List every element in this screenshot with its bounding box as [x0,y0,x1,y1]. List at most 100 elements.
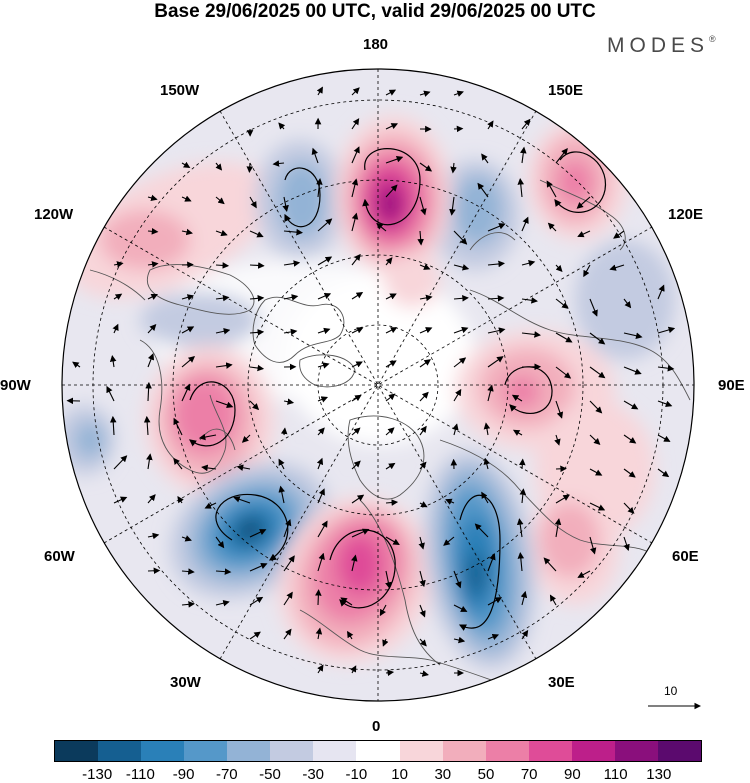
wind-vector [453,636,466,644]
wind-vector [589,400,603,414]
wind-vector [241,434,251,443]
colorbar-segment [227,741,271,761]
brand-name: MODES [607,34,710,57]
wind-vector [278,458,285,470]
wind-vector [609,264,625,271]
page-title: Base 29/06/2025 00 UTC, valid 29/06/2025… [154,1,596,22]
wind-vector [589,332,606,345]
wind-vector [215,599,230,607]
lon-label-90w: 90W [0,377,31,394]
colorbar-tick-label: 50 [477,766,495,783]
wind-vector [173,417,183,436]
wind-vector [555,332,573,343]
wind-vector [419,263,431,270]
wind-vector [181,383,191,402]
wind-vector [215,568,232,575]
wind-vector [246,162,254,173]
wind-vector [315,627,323,640]
wind-vector [419,391,429,402]
wind-vector [385,393,396,402]
wind-vector [376,222,387,232]
wind-vector [487,327,506,334]
lon-label-150w: 150W [160,82,200,99]
colorbar-segment [442,741,486,761]
wind-vector [147,294,158,300]
reference-vector-label: 10 [664,684,678,698]
wind-vector [417,230,424,246]
wind-vectors [66,86,676,677]
wind-vector [113,293,123,300]
wind-vector [623,332,643,339]
wind-vector [147,494,156,504]
wind-vector [204,502,217,509]
wind-vector [483,422,491,436]
wind-vector [589,366,606,379]
wind-vector [657,326,676,334]
wind-vector [419,604,426,618]
wind-vector [317,327,331,335]
wind-vector [283,228,303,236]
wind-vector [487,633,500,641]
wind-vector [549,594,557,606]
colorbar-segment [571,741,615,761]
wind-vector [173,457,183,470]
wind-vector [521,331,541,338]
wind-vector [283,518,292,538]
wind-vector [146,453,153,470]
wind-vector [249,295,265,302]
wind-vector [317,520,328,538]
wind-vector [521,629,529,640]
wind-vector [317,427,325,436]
wind-vector [521,260,536,267]
wind-vector [147,532,160,540]
wind-vector [583,264,591,278]
wind-vector [215,262,230,269]
colorbar-segment [528,741,572,761]
colorbar-tick-label: -30 [302,766,325,783]
colorbar-tick-label: 30 [434,766,452,783]
wind-vector [278,485,285,504]
wind-vector [351,494,365,504]
wind-vector [317,292,332,300]
wind-vector [379,604,387,617]
wind-vector [215,162,223,171]
map-border [61,68,695,702]
wind-vector [282,196,289,212]
wind-vector [385,89,397,96]
wind-vector [613,230,625,239]
wind-vector [453,264,470,271]
wind-vector [147,323,157,334]
wind-vector [249,262,265,269]
wind-vector [201,464,217,472]
wind-vector [419,638,427,647]
wind-vector [215,196,225,205]
wind-vector [181,355,196,368]
wind-vector [236,464,251,471]
wind-vector [577,570,591,578]
wind-vector [385,536,400,545]
wind-vector [487,384,494,402]
wind-vector [623,468,636,478]
wind-vector [278,122,286,130]
wind-vector [72,361,81,369]
wind-vector [623,434,637,444]
wind-vector [283,260,301,267]
wind-vector [543,557,557,572]
wind-vector [450,162,457,174]
wind-vector [453,326,469,334]
wind-vector [385,669,395,677]
colorbar-segment [55,741,99,761]
wind-vector [419,461,427,470]
wind-vector [317,362,330,369]
wind-vector [249,562,268,572]
wind-vector [181,326,195,334]
wind-vector [249,230,264,238]
colorbar-tick-label: 130 [646,766,672,783]
wind-vector [657,400,673,408]
wind-vector [554,518,562,538]
wind-vector [657,364,675,372]
wind-vector [143,415,151,436]
colorbar-segment [270,741,314,761]
colorbar-segment [356,741,400,761]
